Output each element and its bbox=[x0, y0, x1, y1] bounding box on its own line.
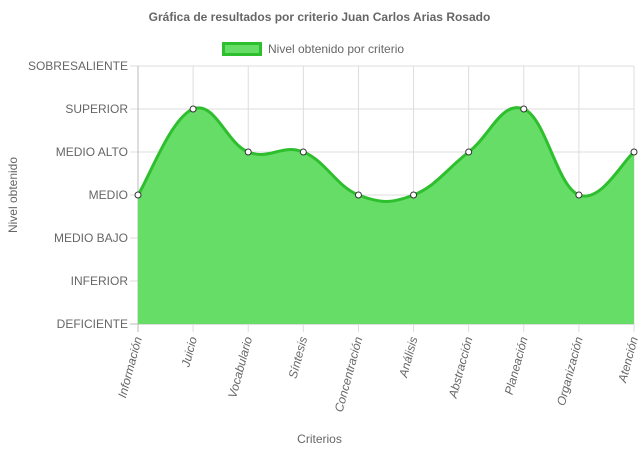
y-tick-label: SUPERIOR bbox=[65, 102, 128, 116]
x-tick-label: Concentración bbox=[332, 335, 366, 414]
data-point bbox=[630, 148, 638, 156]
data-point bbox=[575, 191, 583, 199]
y-tick-label: MEDIO ALTO bbox=[56, 145, 128, 159]
legend[interactable]: Nivel obtenido por criterio bbox=[222, 41, 404, 57]
legend-swatch bbox=[222, 42, 262, 56]
data-point bbox=[189, 105, 197, 113]
data-point bbox=[465, 148, 473, 156]
x-tick-label: Síntesis bbox=[286, 335, 311, 380]
x-tick-label: Planeación bbox=[502, 335, 531, 396]
y-tick-label: MEDIO BAJO bbox=[54, 231, 128, 245]
y-tick-label: SOBRESALIENTE bbox=[28, 59, 128, 73]
data-point bbox=[299, 148, 307, 156]
legend-label: Nivel obtenido por criterio bbox=[268, 42, 405, 56]
y-tick-label: MEDIO bbox=[89, 188, 128, 202]
data-point bbox=[244, 148, 252, 156]
data-point bbox=[410, 191, 418, 199]
x-axis-label: Criterios bbox=[297, 432, 342, 446]
y-tick-label: DEFICIENTE bbox=[57, 317, 128, 331]
x-tick-label: Juicio bbox=[178, 335, 200, 370]
series-line bbox=[136, 106, 636, 203]
x-tick-label: Abstracción bbox=[446, 335, 476, 400]
x-tick-label: Análisis bbox=[396, 335, 420, 380]
series-area bbox=[138, 107, 634, 325]
x-tick-label: Vocabulario bbox=[225, 335, 255, 400]
data-point bbox=[134, 191, 142, 199]
x-tick-label: Organización bbox=[554, 335, 586, 407]
x-tick-label: Información bbox=[115, 335, 145, 399]
chart-title: Gráfica de resultados por criterio Juan … bbox=[148, 10, 491, 24]
x-tick-label: Atención bbox=[615, 335, 639, 385]
data-point bbox=[520, 105, 528, 113]
y-tick-label: INFERIOR bbox=[71, 274, 129, 288]
data-point bbox=[354, 191, 362, 199]
